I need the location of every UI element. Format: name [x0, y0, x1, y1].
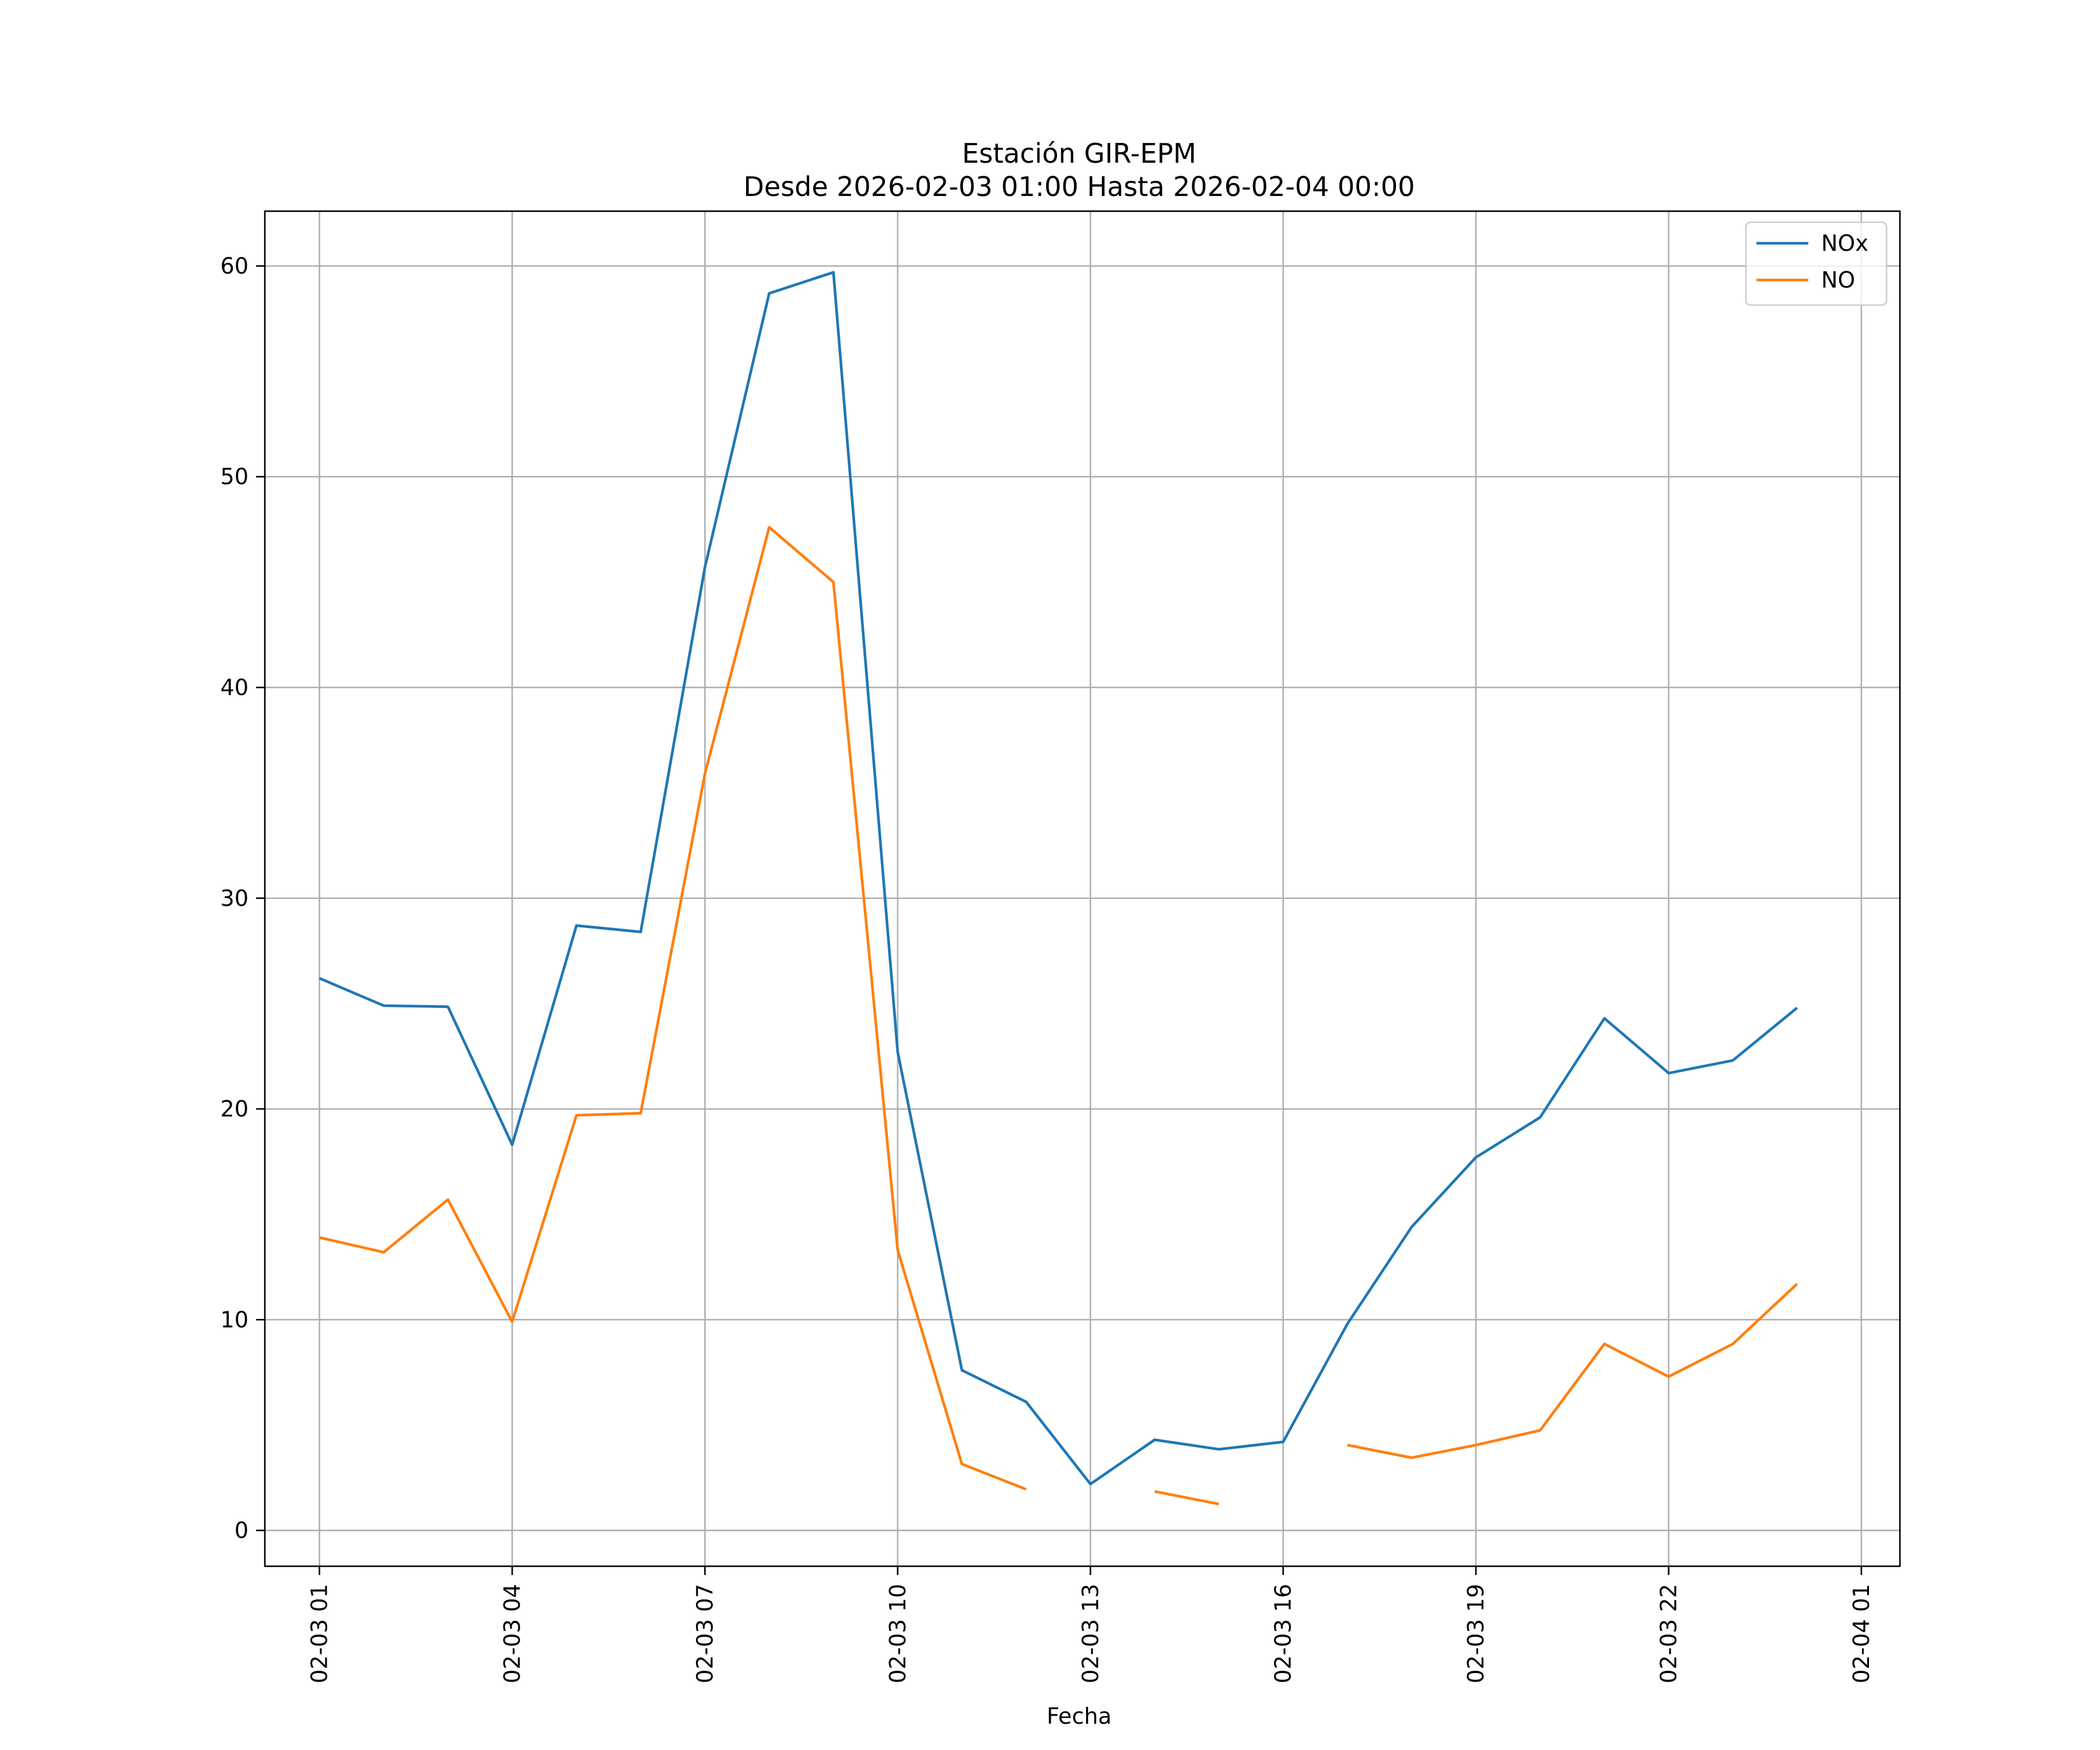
x-tick-label: 02-03 22 — [1656, 1584, 1682, 1684]
legend: NOx NO — [1745, 221, 1888, 306]
x-tick-label: 02-03 01 — [307, 1584, 332, 1684]
y-tick-label: 50 — [220, 464, 249, 489]
legend-label-no: NO — [1821, 267, 1855, 293]
series-line-no — [1347, 1283, 1798, 1460]
x-tick-label: 02-04 01 — [1849, 1584, 1874, 1684]
x-axis: 02-03 01 02-03 04 02-03 07 02-03 10 02-03 13… — [307, 1566, 1874, 1684]
y-tick-label: 60 — [220, 253, 249, 279]
grid — [265, 211, 1900, 1566]
x-tick-label: 02-03 10 — [885, 1584, 911, 1684]
legend-label-nox: NOx — [1821, 230, 1868, 256]
y-tick-label: 20 — [220, 1096, 249, 1122]
x-tick-label: 02-03 16 — [1270, 1584, 1296, 1684]
series-line-nox — [318, 271, 1798, 1486]
series-line-no — [1154, 1490, 1219, 1506]
x-tick-label: 02-03 07 — [692, 1584, 718, 1684]
y-tick-label: 30 — [220, 886, 249, 911]
plot-frame — [264, 210, 1901, 1567]
x-tick-label: 02-03 19 — [1463, 1584, 1489, 1684]
y-tick-label: 0 — [235, 1518, 249, 1544]
y-tick-label: 40 — [220, 674, 249, 700]
chart-title: Estación GIR-EPM — [962, 138, 1196, 169]
series-line-no — [319, 526, 1027, 1491]
x-axis-label: Fecha — [1046, 1703, 1111, 1729]
series-no — [319, 526, 1798, 1506]
series-layer — [318, 271, 1798, 1506]
series-nox — [318, 271, 1798, 1486]
x-tick-label: 02-03 04 — [499, 1584, 525, 1684]
x-tick-label: 02-03 13 — [1077, 1584, 1103, 1684]
chart-subtitle: Desde 2026-02-03 01:00 Hasta 2026-02-04 … — [743, 171, 1415, 202]
y-axis: 0 10 20 30 40 50 60 — [220, 253, 265, 1544]
y-tick-label: 10 — [220, 1307, 249, 1332]
